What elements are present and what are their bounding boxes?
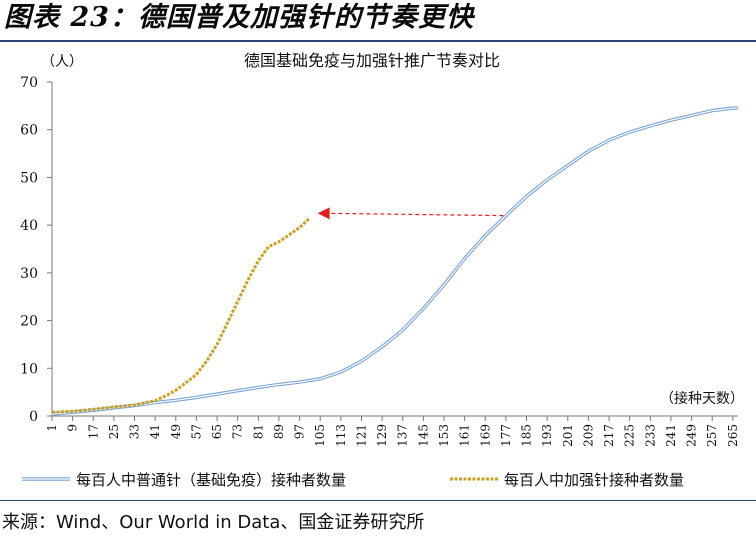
x-tick-label: 145: [416, 424, 430, 447]
x-tick-label: 153: [437, 424, 451, 447]
x-tick-label: 201: [561, 424, 575, 447]
x-tick-label: 49: [169, 424, 183, 439]
series-layer: [51, 106, 739, 416]
series-line-primary-vaccination: [51, 106, 739, 416]
x-tick-label: 41: [148, 424, 162, 439]
x-tick-label: 209: [581, 424, 595, 447]
source-divider: [0, 500, 756, 501]
x-tick-label: 217: [602, 424, 616, 447]
annotation-arrow-head: [317, 207, 330, 220]
x-tick-label: 33: [128, 424, 142, 439]
line-chart: 德国基础免疫与加强针推广节奏对比 （人） （接种天数） 0 10 20 30 40 50 6…: [20, 51, 744, 489]
series-line-primary-vaccination-core: [51, 107, 739, 415]
y-tick-label: 0: [29, 409, 38, 425]
x-tick-label: 177: [499, 424, 513, 447]
x-tick-label: 1: [45, 424, 59, 432]
x-tick-label: 257: [705, 424, 719, 447]
x-tick-label: 9: [66, 424, 80, 432]
x-tick-label: 121: [354, 424, 368, 447]
x-tick-label: 225: [623, 424, 637, 447]
x-tick-label: 169: [478, 424, 492, 447]
x-tick-label: 73: [231, 424, 245, 439]
x-tick-label: 265: [726, 424, 740, 447]
x-tick-label: 105: [313, 424, 327, 447]
x-tick-label: 81: [251, 424, 265, 439]
x-tick-label: 249: [685, 424, 699, 447]
x-axis-unit: （接种天数）: [660, 390, 744, 407]
x-tick-label: 113: [334, 424, 348, 447]
y-tick-label: 20: [20, 314, 38, 330]
annotation-arrow-line: [329, 212, 504, 217]
x-tick-label: 241: [664, 424, 678, 447]
chart-axes: 0 10 20 30 40 50 60 70 1 9 17 25 33 41 49 57 65 73 81 89 97 1…: [20, 75, 740, 447]
y-tick-label: 10: [20, 361, 38, 377]
y-tick-label: 40: [20, 218, 38, 234]
source-note: 来源：Wind、Our World in Data、国金证券研究所: [2, 512, 425, 533]
x-tick-label: 233: [643, 424, 657, 447]
y-tick-label: 30: [20, 266, 38, 282]
legend-label-booster: 每百人中加强针接种者数量: [504, 471, 684, 489]
x-tick-label: 97: [293, 424, 307, 439]
title-divider: [0, 40, 756, 42]
y-tick-label: 60: [20, 123, 38, 139]
x-tick-label: 57: [189, 424, 203, 439]
x-tick-label: 25: [107, 424, 121, 439]
y-tick-label: 50: [20, 170, 38, 186]
x-tick-label: 137: [396, 424, 410, 447]
x-tick-label: 65: [210, 424, 224, 439]
x-tick-label: 161: [458, 424, 472, 447]
legend: 每百人中普通针（基础免疫）接种者数量 每百人中加强针接种者数量: [22, 471, 684, 489]
chart-title: 德国基础免疫与加强针推广节奏对比: [244, 51, 500, 70]
figure-title: 图表 23：德国普及加强针的节奏更快: [4, 2, 474, 33]
x-tick-label: 89: [272, 424, 286, 439]
x-tick-label: 185: [520, 424, 534, 447]
y-axis-unit: （人）: [41, 54, 83, 70]
series-line-booster: [51, 216, 311, 414]
x-tick-label: 129: [375, 424, 389, 447]
y-tick-label: 70: [20, 75, 38, 91]
legend-label-primary-vaccination: 每百人中普通针（基础免疫）接种者数量: [76, 471, 346, 489]
x-tick-label: 193: [540, 424, 554, 447]
x-tick-label: 17: [86, 424, 100, 439]
